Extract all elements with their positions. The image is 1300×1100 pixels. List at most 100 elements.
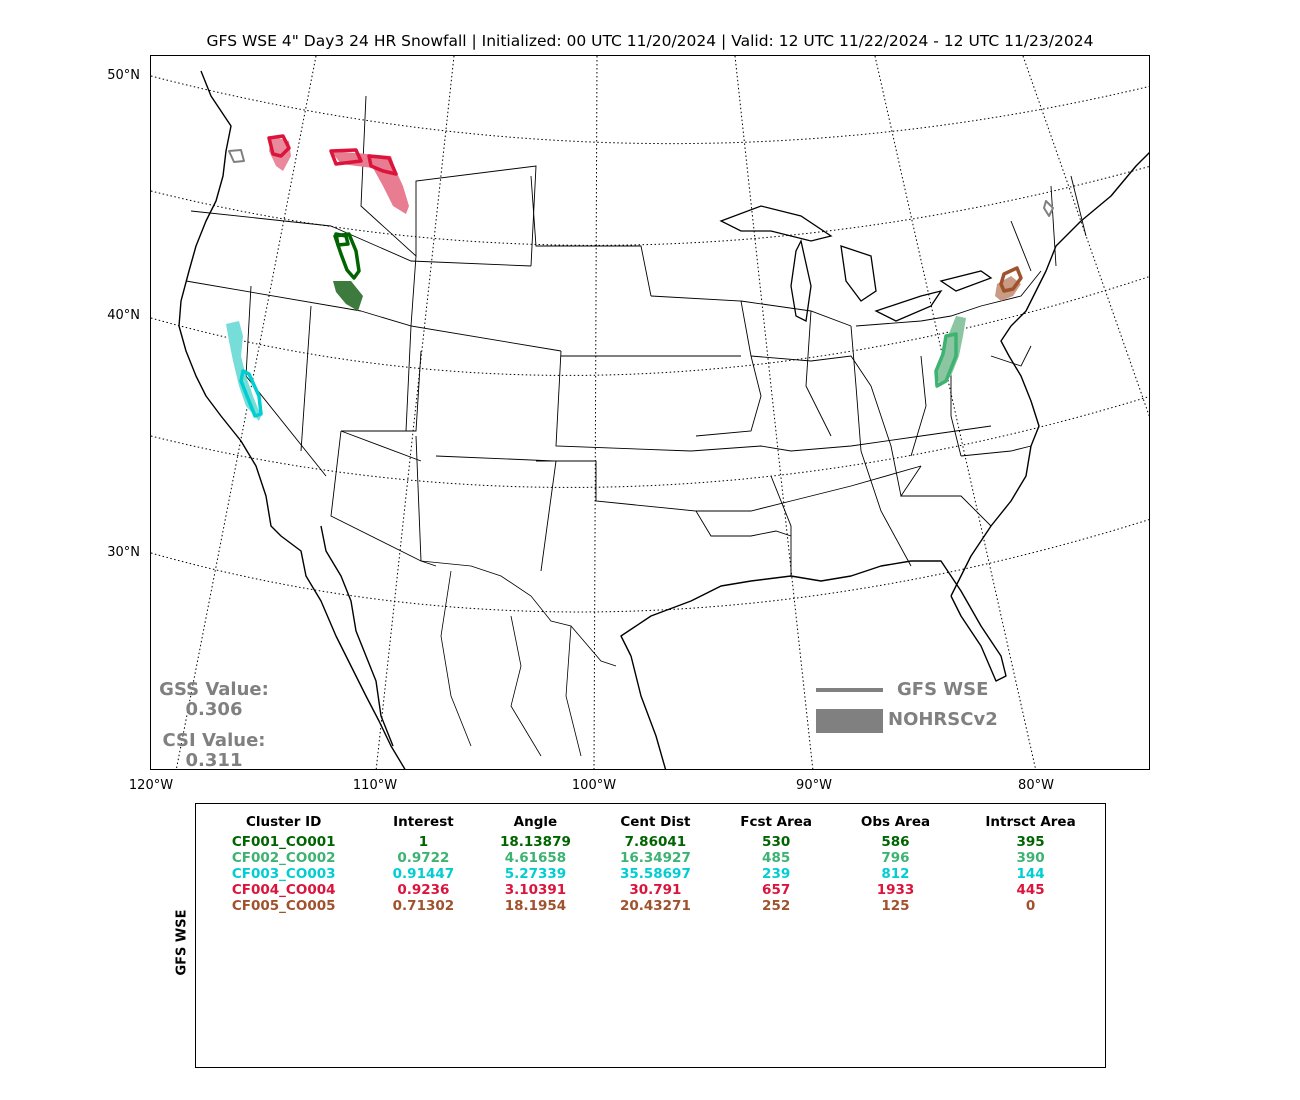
table-cell: 390 — [1016, 850, 1045, 866]
table-cell: 657 — [762, 882, 791, 898]
table-header-cell: Obs Area — [860, 814, 931, 830]
fcst-cluster-cf005 — [999, 266, 1023, 293]
table-cell: CF001_CO001 — [231, 834, 336, 850]
table-row: CF004_CO004 0.9236 3.10391 30.791 657 1933 445 — [196, 882, 1107, 898]
state-line — [696, 465, 922, 512]
state-line — [1010, 220, 1032, 272]
table-header-cell: Cluster ID — [245, 814, 322, 830]
state-line — [185, 280, 362, 312]
table-row: CF005_CO005 0.71302 18.1954 20.43271 252 125 0 — [196, 898, 1107, 914]
map-title: GFS WSE 4" Day3 24 HR Snowfall | Initial… — [206, 32, 1094, 50]
table-cell: 3.10391 — [504, 882, 567, 898]
table-cell: 0.9722 — [397, 850, 450, 866]
table-cell: 0.91447 — [392, 866, 455, 882]
stats-table: Cluster ID Interest Angle Cent Dist Fcst Are… — [196, 814, 1107, 914]
legend-forecast-label: GFS WSE — [897, 679, 989, 700]
csi-value: 0.311 — [185, 750, 243, 771]
table-cell: 16.34927 — [619, 850, 691, 866]
lake-ontario — [939, 270, 993, 292]
table-cell: 1 — [418, 834, 429, 850]
table-cell: 125 — [881, 898, 910, 914]
state-line — [1050, 185, 1057, 267]
mexico-gulf-coast — [630, 655, 667, 769]
legend-fill-swatch — [816, 709, 883, 733]
table-cell: CF005_CO005 — [231, 898, 336, 914]
table-row-label: GFS WSE — [174, 909, 190, 976]
state-line — [330, 225, 532, 267]
table-cell: 1933 — [876, 882, 915, 898]
table-cell: 4.61658 — [504, 850, 567, 866]
mexico-state-line — [565, 625, 582, 757]
fcst-cluster-unmatched-a — [228, 149, 245, 163]
state-line — [530, 175, 652, 297]
state-line — [750, 355, 872, 387]
state-line — [410, 255, 562, 352]
table-header-cell: Angle — [513, 814, 558, 830]
state-line — [555, 350, 692, 452]
lake-superior — [719, 205, 833, 242]
graticule-lon-75 — [1022, 56, 1149, 417]
lon-label-80: 80°W — [1018, 778, 1054, 793]
table-cell: CF003_CO003 — [231, 866, 336, 882]
gss-value: 0.306 — [185, 699, 243, 720]
state-line — [435, 455, 557, 572]
lake-michigan — [790, 239, 812, 322]
baja-coast — [320, 525, 394, 747]
table-cell: 5.27339 — [504, 866, 567, 882]
table-row: CF003_CO003 0.91447 5.27339 35.58697 239 812 1… — [196, 866, 1107, 882]
state-line — [1070, 175, 1087, 237]
graticule-lat-35 — [151, 396, 1149, 488]
graticule-lon-90 — [734, 56, 814, 769]
state-line — [901, 495, 992, 527]
mexico-state-line — [440, 570, 472, 747]
table-cell: 20.43271 — [619, 898, 691, 914]
graticule — [151, 56, 1149, 769]
table-cell: 18.13879 — [499, 834, 571, 850]
atlantic-coastline — [950, 152, 1149, 597]
table-cell: 252 — [762, 898, 791, 914]
table-cell: 530 — [762, 834, 791, 850]
graticule-lat-45 — [151, 166, 1149, 246]
lat-label-40: 40°N — [107, 308, 140, 323]
lat-label-50: 50°N — [107, 68, 140, 83]
table-cell: 239 — [762, 866, 791, 882]
lon-label-100: 100°W — [571, 778, 617, 793]
state-line — [415, 435, 422, 562]
mexico-border — [420, 560, 617, 667]
state-borders — [185, 95, 1087, 576]
lon-label-120: 120°W — [128, 778, 174, 793]
table-header-cell: Interest — [393, 814, 454, 830]
lat-label-30: 30°N — [107, 545, 140, 560]
table-header-cell: Cent Dist — [620, 814, 691, 830]
map-canvas — [151, 56, 1149, 769]
state-line — [910, 355, 927, 457]
state-line — [536, 460, 792, 537]
table-cell: 812 — [881, 866, 910, 882]
table-row: CF002_CO002 0.9722 4.61658 16.34927 485 796 39… — [196, 850, 1107, 866]
table-header-cell: Intrsct Area — [985, 814, 1076, 830]
table-cell: 0.71302 — [392, 898, 455, 914]
state-line — [360, 95, 537, 267]
table-header-cell: Fcst Area — [740, 814, 813, 830]
table-cell: 586 — [881, 834, 910, 850]
state-line — [990, 345, 1032, 367]
state-line — [340, 350, 422, 462]
fcst-cluster-cf001-b — [333, 232, 361, 280]
observed-clusters — [226, 136, 1021, 421]
table-cell: CF004_CO004 — [231, 882, 336, 898]
state-line — [805, 310, 832, 437]
obs-cluster-cf002 — [936, 316, 966, 386]
state-line — [870, 385, 922, 498]
table-header-row: Cluster ID Interest Angle Cent Dist Fcst Are… — [196, 814, 1107, 834]
graticule-lat-30 — [151, 519, 1149, 613]
fcst-cluster-cf004-b — [329, 148, 363, 166]
state-line — [855, 305, 982, 327]
mexico-borders — [420, 560, 617, 757]
stats-table-panel: Cluster ID Interest Angle Cent Dist Fcst Are… — [195, 803, 1106, 1068]
csi-label: CSI Value: — [162, 730, 266, 751]
state-line — [860, 450, 912, 567]
graticule-lon-80 — [874, 56, 1037, 769]
table-cell: 485 — [762, 850, 791, 866]
state-line — [770, 475, 792, 576]
state-line — [245, 285, 327, 477]
